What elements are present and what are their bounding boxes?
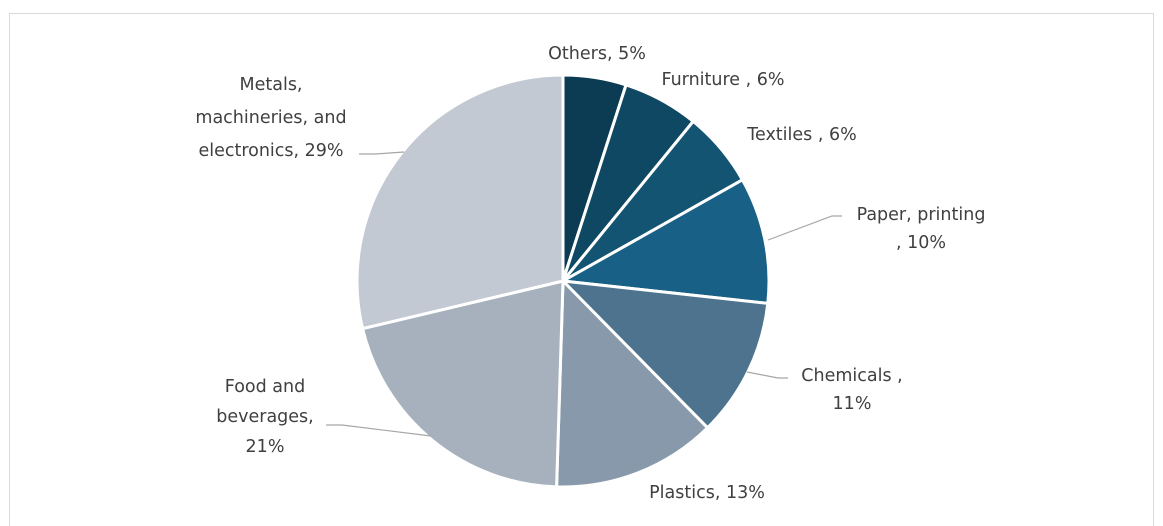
slice-label-line: Food and xyxy=(225,377,305,397)
slice-label-line: Chemicals , xyxy=(801,366,902,386)
slice-label-line: Others, 5% xyxy=(548,44,646,64)
slice-label-5: Plastics, 13% xyxy=(649,483,765,503)
slice-label-line: Plastics, 13% xyxy=(649,483,765,503)
slice-label-line: Textiles , 6% xyxy=(746,125,856,145)
slice-label-line: , 10% xyxy=(896,233,946,253)
slice-label-3: Paper, printing , 10% xyxy=(857,205,986,253)
leader-line-3 xyxy=(768,216,842,240)
slice-label-4: Chemicals , 11% xyxy=(801,366,902,414)
slice-label-line: 21% xyxy=(246,437,285,457)
slice-label-2: Textiles , 6% xyxy=(746,125,856,145)
slice-label-0: Others, 5% xyxy=(548,44,646,64)
slice-label-7: Metals, machineries, and electronics, 29% xyxy=(195,75,346,161)
leader-line-4 xyxy=(747,372,788,378)
slice-label-line: machineries, and xyxy=(195,108,346,128)
slice-label-6: Food and beverages, 21% xyxy=(216,377,313,457)
slice-label-line: Metals, xyxy=(240,75,303,95)
slice-label-1: Furniture , 6% xyxy=(661,70,784,90)
slice-label-line: beverages, xyxy=(216,407,313,427)
slice-label-line: electronics, 29% xyxy=(198,141,343,161)
slice-label-line: Paper, printing xyxy=(857,205,986,225)
leader-line-7 xyxy=(359,152,404,154)
slice-label-line: Furniture , 6% xyxy=(661,70,784,90)
slice-label-line: 11% xyxy=(833,394,872,414)
